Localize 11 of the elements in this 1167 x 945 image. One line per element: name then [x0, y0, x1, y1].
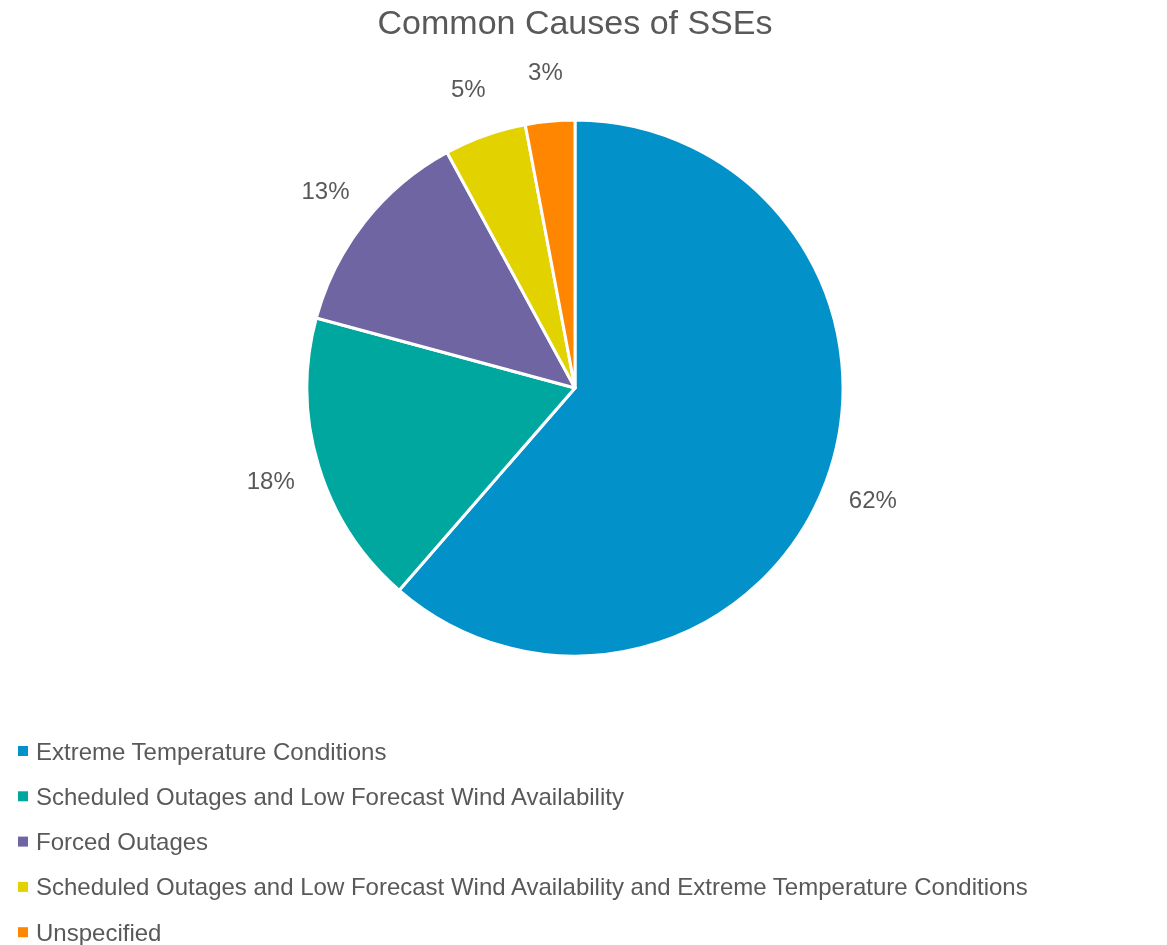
data-label: 3%	[528, 57, 563, 85]
data-label: 13%	[301, 177, 350, 205]
legend-label: Extreme Temperature Conditions	[36, 737, 387, 765]
legend-label: Unspecified	[36, 918, 162, 945]
legend-label: Scheduled Outages and Low Forecast Wind Availability	[36, 782, 624, 810]
legend-label: Forced Outages	[36, 828, 209, 856]
chart-title: Common Causes of SSEs	[377, 3, 773, 41]
legend-label: Scheduled Outages and Low Forecast Wind Availability and Extreme Temperature Conditions	[36, 873, 1028, 901]
data-label: 5%	[450, 74, 486, 102]
data-label: 18%	[246, 467, 295, 495]
data-label: 62%	[848, 485, 897, 513]
